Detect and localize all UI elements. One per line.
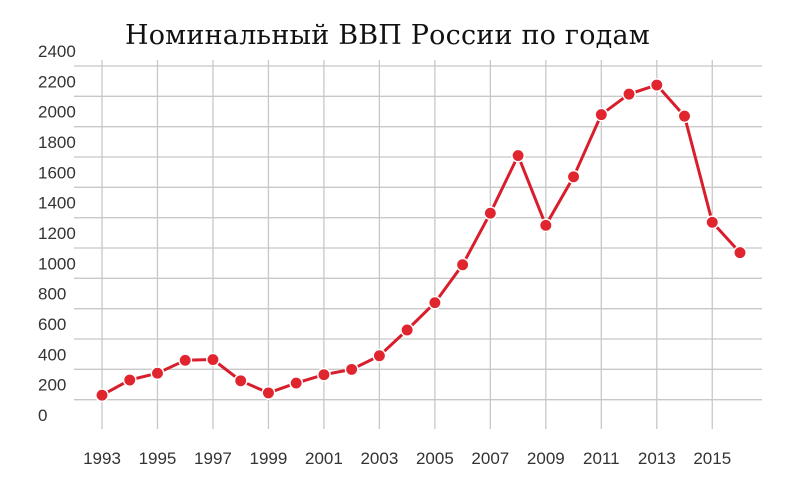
y-tick-label: 600 <box>38 315 66 334</box>
data-point <box>400 323 415 337</box>
x-tick-label: 1995 <box>139 449 177 468</box>
data-point <box>122 373 137 387</box>
x-tick-label: 2007 <box>471 449 509 468</box>
data-point <box>261 385 276 400</box>
data-point <box>677 109 692 124</box>
y-tick-label: 1400 <box>38 194 76 213</box>
x-tick-label: 1993 <box>83 449 121 468</box>
y-tick-label: 200 <box>38 376 66 395</box>
data-point <box>344 362 359 377</box>
y-tick-label: 1200 <box>38 224 76 243</box>
data-point <box>427 295 442 310</box>
data-point <box>178 353 193 368</box>
data-point <box>95 388 109 403</box>
x-tick-label: 2003 <box>360 449 398 468</box>
data-point <box>206 352 220 367</box>
y-tick-label: 1000 <box>38 254 76 273</box>
x-tick-label: 2001 <box>305 449 343 468</box>
data-point <box>372 348 387 363</box>
y-tick-label: 400 <box>38 345 66 364</box>
x-tick-label: 2013 <box>638 449 676 468</box>
data-point <box>483 206 498 221</box>
x-tick-label: 2015 <box>693 449 731 468</box>
x-tick-label: 1999 <box>250 449 288 468</box>
data-point <box>233 373 248 388</box>
chart-title: Номинальный ВВП России по годам <box>124 20 650 51</box>
data-point <box>316 367 331 382</box>
data-point <box>566 169 581 184</box>
series-line <box>101 83 742 397</box>
y-tick-label: 2000 <box>38 103 76 122</box>
y-tick-label: 1800 <box>38 133 76 152</box>
data-point <box>455 257 470 272</box>
y-tick-label: 0 <box>38 406 47 425</box>
x-tick-label: 2011 <box>583 449 620 468</box>
y-tick-label: 800 <box>38 285 66 304</box>
data-point <box>733 245 747 260</box>
y-tick-label: 2200 <box>38 72 76 91</box>
data-point <box>594 107 609 122</box>
data-point <box>150 366 165 381</box>
x-tick-label: 1997 <box>194 449 232 468</box>
data-point <box>289 376 304 390</box>
y-tick-label: 2400 <box>38 42 76 61</box>
data-point <box>622 87 636 102</box>
y-tick-label: 1600 <box>38 163 76 182</box>
x-tick-label: 2009 <box>527 449 565 468</box>
data-point <box>705 215 720 230</box>
data-point <box>511 148 526 163</box>
x-tick-label: 2005 <box>416 449 454 468</box>
data-point <box>649 78 664 92</box>
data-point <box>538 218 553 233</box>
